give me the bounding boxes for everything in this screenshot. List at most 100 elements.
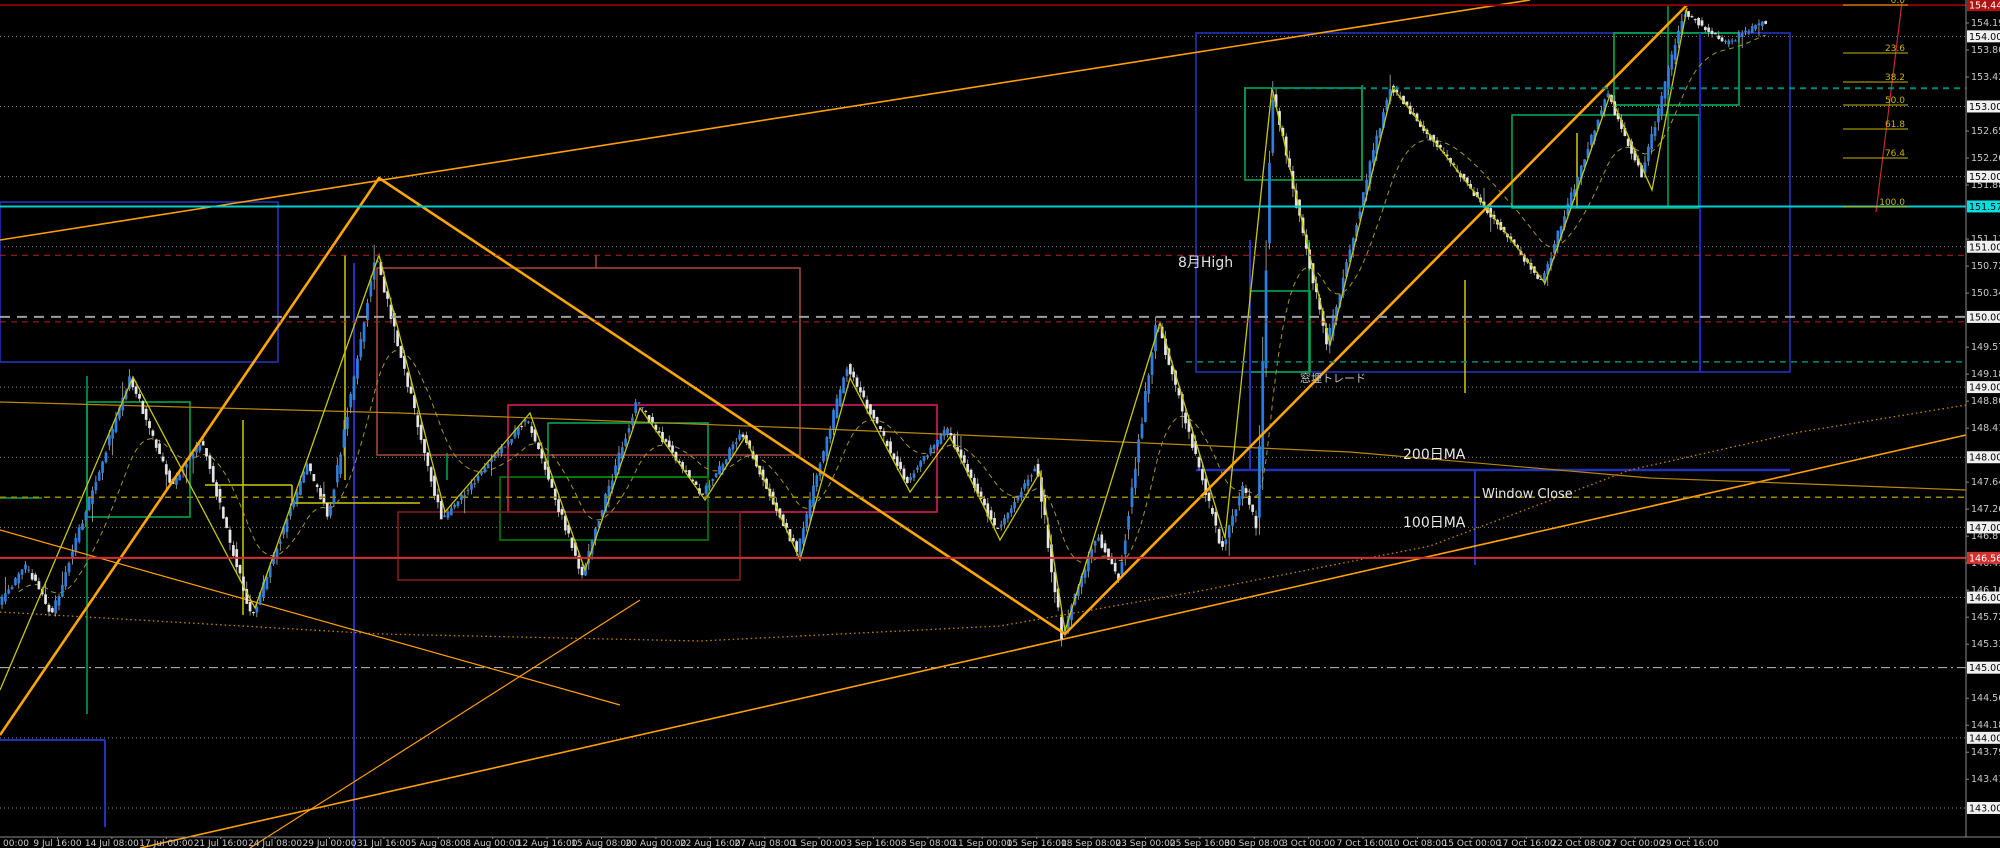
ma100-label[interactable]: 100日MA <box>1403 515 1466 531</box>
svg-text:18 Sep 08:00: 18 Sep 08:00 <box>1061 839 1121 848</box>
svg-text:8 Aug 00:00: 8 Aug 00:00 <box>465 839 520 848</box>
svg-text:150.340: 150.340 <box>1971 288 2000 299</box>
blue-box-rally[interactable] <box>1195 32 1791 373</box>
svg-text:24 Jul 08:00: 24 Jul 08:00 <box>248 839 302 848</box>
svg-text:11 Sep 00:00: 11 Sep 00:00 <box>952 839 1012 848</box>
svg-text:144.565: 144.565 <box>1971 693 2000 704</box>
maroon-box[interactable] <box>376 267 801 456</box>
svg-text:149.000: 149.000 <box>1969 383 2000 394</box>
svg-text:146.105: 146.105 <box>1971 585 2000 596</box>
svg-text:23.6: 23.6 <box>1885 44 1905 54</box>
candlesticks <box>0 9 1768 647</box>
zigzag-lines <box>0 4 1688 736</box>
zigzag-yellow[interactable] <box>0 7 1688 691</box>
svg-text:143.000: 143.000 <box>1969 803 2000 814</box>
svg-text:22 Oct 08:00: 22 Oct 08:00 <box>1551 839 1610 848</box>
svg-text:152.000: 152.000 <box>1969 172 2000 183</box>
svg-text:144.180: 144.180 <box>1971 720 2000 731</box>
svg-text:50.0: 50.0 <box>1885 96 1905 106</box>
vertical-lines <box>0 6 1790 848</box>
svg-text:9 Jul 16:00: 9 Jul 16:00 <box>33 839 82 848</box>
svg-text:3 Oct 00:00: 3 Oct 00:00 <box>1282 839 1335 848</box>
horizontal-levels <box>0 4 1966 559</box>
aug-high-label[interactable]: 8月High <box>1178 255 1234 271</box>
moving-averages <box>0 34 1967 642</box>
green-box-right-mid[interactable] <box>1511 114 1700 209</box>
ma-200-curve <box>0 401 1967 491</box>
svg-text:12 Aug 16:00: 12 Aug 16:00 <box>517 839 578 848</box>
svg-text:146.875: 146.875 <box>1971 531 2000 542</box>
svg-text:154.190: 154.190 <box>1971 18 2000 29</box>
svg-text:30 Sep 08:00: 30 Sep 08:00 <box>1224 839 1284 848</box>
svg-text:29 Oct 16:00: 29 Oct 16:00 <box>1660 839 1719 848</box>
svg-text:7 Oct 16:00: 7 Oct 16:00 <box>1337 839 1390 848</box>
svg-text:15 Aug 08:00: 15 Aug 08:00 <box>571 839 632 848</box>
svg-text:25 Sep 16:00: 25 Sep 16:00 <box>1170 839 1230 848</box>
svg-text:146.000: 146.000 <box>1969 593 2000 604</box>
ema-dashed-curve <box>18 34 1766 594</box>
svg-text:17 Jul 00:00: 17 Jul 00:00 <box>139 839 193 848</box>
svg-text:1 Sep 00:00: 1 Sep 00:00 <box>792 839 847 848</box>
svg-text:100.0: 100.0 <box>1879 198 1905 208</box>
zigzag-orange[interactable] <box>0 4 1688 736</box>
svg-text:152.265: 152.265 <box>1971 153 2000 164</box>
svg-text:149.185: 149.185 <box>1971 369 2000 380</box>
svg-text:10 Oct 08:00: 10 Oct 08:00 <box>1388 839 1447 848</box>
svg-text:61.8: 61.8 <box>1885 120 1905 130</box>
svg-text:27 Oct 00:00: 27 Oct 00:00 <box>1606 839 1665 848</box>
svg-text:148.000: 148.000 <box>1969 453 2000 464</box>
svg-text:148.415: 148.415 <box>1971 423 2000 434</box>
green-box-mid-lower[interactable] <box>499 476 709 541</box>
object-rectangles <box>0 32 1791 581</box>
svg-text:147.645: 147.645 <box>1971 477 2000 488</box>
svg-text:153.420: 153.420 <box>1971 72 2000 83</box>
svg-text:00:00: 00:00 <box>3 839 29 848</box>
ma200-label[interactable]: 200日MA <box>1403 447 1466 463</box>
svg-text:151.575: 151.575 <box>1969 202 2000 213</box>
svg-text:152.650: 152.650 <box>1971 126 2000 137</box>
svg-text:23 Sep 00:00: 23 Sep 00:00 <box>1115 839 1175 848</box>
svg-text:154.000: 154.000 <box>1969 32 2000 43</box>
svg-text:17 Oct 16:00: 17 Oct 16:00 <box>1497 839 1556 848</box>
svg-text:143.795: 143.795 <box>1971 747 2000 758</box>
svg-text:150.000: 150.000 <box>1969 312 2000 323</box>
svg-text:21 Jul 16:00: 21 Jul 16:00 <box>194 839 248 848</box>
gap-trade-label[interactable]: 窓埋トレード <box>1300 372 1366 385</box>
svg-text:144.000: 144.000 <box>1969 733 2000 744</box>
svg-text:154.445: 154.445 <box>1969 1 2000 12</box>
svg-text:5 Aug 08:00: 5 Aug 08:00 <box>411 839 466 848</box>
svg-text:151.880: 151.880 <box>1971 180 2000 191</box>
green-box-oct-top[interactable] <box>1244 87 1363 181</box>
green-box-left[interactable] <box>86 401 191 518</box>
svg-text:151.000: 151.000 <box>1969 242 2000 253</box>
window-close-label[interactable]: Window Close <box>1482 487 1573 502</box>
svg-text:15 Oct 00:00: 15 Oct 00:00 <box>1443 839 1502 848</box>
green-box-right-top[interactable] <box>1613 32 1740 106</box>
svg-text:150.725: 150.725 <box>1971 261 2000 272</box>
dark-red-box[interactable] <box>397 511 741 581</box>
svg-text:146.565: 146.565 <box>1969 553 2000 564</box>
svg-text:29 Jul 00:00: 29 Jul 00:00 <box>303 839 357 848</box>
svg-text:153.805: 153.805 <box>1971 45 2000 56</box>
grid-lines <box>0 35 1966 809</box>
blue-box-upper-left[interactable] <box>0 201 279 363</box>
svg-text:22 Aug 16:00: 22 Aug 16:00 <box>680 839 741 848</box>
svg-text:38.2: 38.2 <box>1885 73 1905 83</box>
svg-text:145.335: 145.335 <box>1971 639 2000 650</box>
time-axis[interactable]: 00:00 9 Jul 16:00 14 Jul 08:00 17 Jul 00:00… <box>3 837 1719 848</box>
svg-text:31 Jul 16:00: 31 Jul 16:00 <box>357 839 411 848</box>
svg-text:147.260: 147.260 <box>1971 504 2000 515</box>
svg-text:147.000: 147.000 <box>1969 523 2000 534</box>
green-box-oct-dip[interactable] <box>1249 290 1311 373</box>
svg-text:76.4: 76.4 <box>1885 149 1905 159</box>
fibonacci-retracement: 0.0 23.6 38.2 50.0 61.8 76.4 100.0 <box>1843 0 1908 208</box>
svg-text:27 Aug 08:00: 27 Aug 08:00 <box>734 839 795 848</box>
svg-text:145.720: 145.720 <box>1971 612 2000 623</box>
svg-text:143.410: 143.410 <box>1971 774 2000 785</box>
svg-text:151.110: 151.110 <box>1971 234 2000 245</box>
svg-text:14 Jul 08:00: 14 Jul 08:00 <box>85 839 139 848</box>
